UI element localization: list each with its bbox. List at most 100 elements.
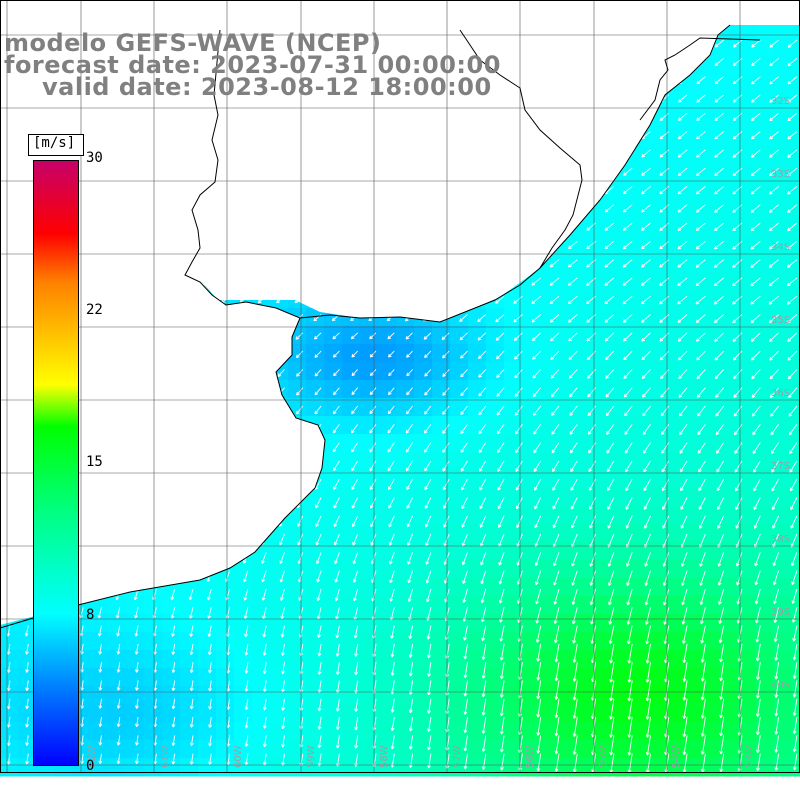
wind-speed-cell [18, 110, 37, 129]
wind-speed-cell [594, 272, 613, 291]
wind-speed-cell [396, 110, 415, 129]
wind-speed-cell [540, 290, 559, 309]
wind-arrow [21, 369, 29, 378]
wind-speed-cell [324, 740, 343, 759]
wind-speed-cell [180, 344, 199, 363]
lat-label: 38S [771, 534, 790, 545]
wind-arrow [586, 131, 596, 140]
wind-arrow [696, 39, 706, 48]
wind-arrow [695, 204, 706, 213]
wind-speed-cell [594, 506, 613, 525]
wind-speed-cell [774, 758, 793, 777]
wind-arrow [604, 259, 615, 268]
wind-arrow [586, 39, 596, 48]
wind-speed-cell [270, 488, 289, 507]
wind-arrow [513, 295, 523, 304]
wind-speed-cell [378, 218, 397, 237]
wind-arrow [696, 112, 706, 121]
wind-speed-cell [648, 506, 667, 525]
wind-speed-cell [594, 524, 613, 543]
wind-speed-cell [144, 686, 163, 705]
wind-speed-cell [594, 218, 613, 237]
wind-arrow [531, 94, 541, 103]
wind-arrow [477, 332, 487, 341]
wind-arrow [221, 277, 230, 285]
wind-speed-cell [252, 164, 271, 183]
wind-speed-cell [180, 416, 199, 435]
wind-speed-cell [504, 290, 523, 309]
colorbar-tick-30: 30 [86, 150, 103, 166]
wind-speed-cell [396, 272, 415, 291]
wind-speed-cell [702, 416, 721, 435]
wind-arrow [239, 149, 249, 157]
wind-speed-cell [558, 128, 577, 147]
wind-speed-cell [720, 542, 739, 561]
wind-speed-cell [630, 560, 649, 579]
wind-arrow [604, 277, 615, 286]
wind-speed-cell [342, 758, 361, 777]
wind-arrow [185, 369, 194, 378]
wind-speed-cell [720, 470, 739, 489]
wind-arrow [221, 167, 230, 175]
wind-arrow [531, 149, 541, 158]
wind-speed-cell [0, 632, 19, 651]
wind-speed-cell [486, 578, 505, 597]
wind-speed-cell [450, 164, 469, 183]
wind-arrow [386, 295, 395, 304]
wind-speed-cell [90, 758, 109, 777]
wind-speed-cell [666, 470, 685, 489]
wind-speed-cell [234, 560, 253, 579]
wind-arrow [223, 442, 230, 453]
wind-speed-cell [216, 578, 235, 597]
wind-speed-cell [540, 668, 559, 687]
wind-speed-cell [594, 344, 613, 363]
wind-speed-cell [378, 650, 397, 669]
wind-arrow [170, 570, 176, 582]
wind-speed-cell [630, 164, 649, 183]
wind-arrow [531, 295, 541, 304]
wind-speed-cell [684, 398, 703, 417]
wind-speed-cell [216, 740, 235, 759]
wind-speed-cell [252, 560, 271, 579]
wind-speed-cell [180, 596, 199, 615]
wind-speed-cell [90, 524, 109, 543]
wind-speed-cell [576, 596, 595, 615]
wind-speed-cell [396, 434, 415, 453]
wind-speed-cell [648, 362, 667, 381]
wind-speed-cell [198, 704, 217, 723]
wind-speed-cell [630, 578, 649, 597]
wind-speed-cell [306, 164, 325, 183]
wind-arrow [221, 314, 230, 322]
wind-arrow [478, 350, 487, 360]
wind-speed-cell [540, 686, 559, 705]
wind-arrow [149, 424, 157, 434]
wind-speed-cell [108, 614, 127, 633]
wind-speed-cell [126, 668, 145, 687]
wind-speed-cell [396, 398, 415, 417]
wind-arrow [732, 167, 743, 177]
wind-speed-cell [792, 218, 800, 237]
wind-speed-cell [90, 578, 109, 597]
wind-speed-cell [576, 110, 595, 129]
wind-speed-cell [684, 272, 703, 291]
wind-arrow [641, 240, 651, 250]
wind-arrow [294, 240, 304, 249]
wind-speed-cell [18, 722, 37, 741]
wind-speed-cell [792, 326, 800, 345]
wind-arrow [623, 332, 633, 342]
wind-speed-cell [126, 614, 145, 633]
wind-speed-cell [378, 380, 397, 399]
wind-arrow [531, 167, 541, 176]
wind-speed-cell [234, 578, 253, 597]
wind-speed-cell [684, 416, 703, 435]
wind-arrow [659, 204, 670, 213]
wind-arrow [184, 240, 194, 249]
wind-speed-cell [756, 506, 775, 525]
wind-speed-cell [702, 632, 721, 651]
wind-arrow [732, 295, 743, 305]
wind-speed-cell [432, 560, 451, 579]
wind-arrow [132, 533, 139, 545]
wind-arrow [22, 497, 29, 508]
wind-speed-cell [180, 236, 199, 255]
wind-speed-cell [234, 182, 253, 201]
